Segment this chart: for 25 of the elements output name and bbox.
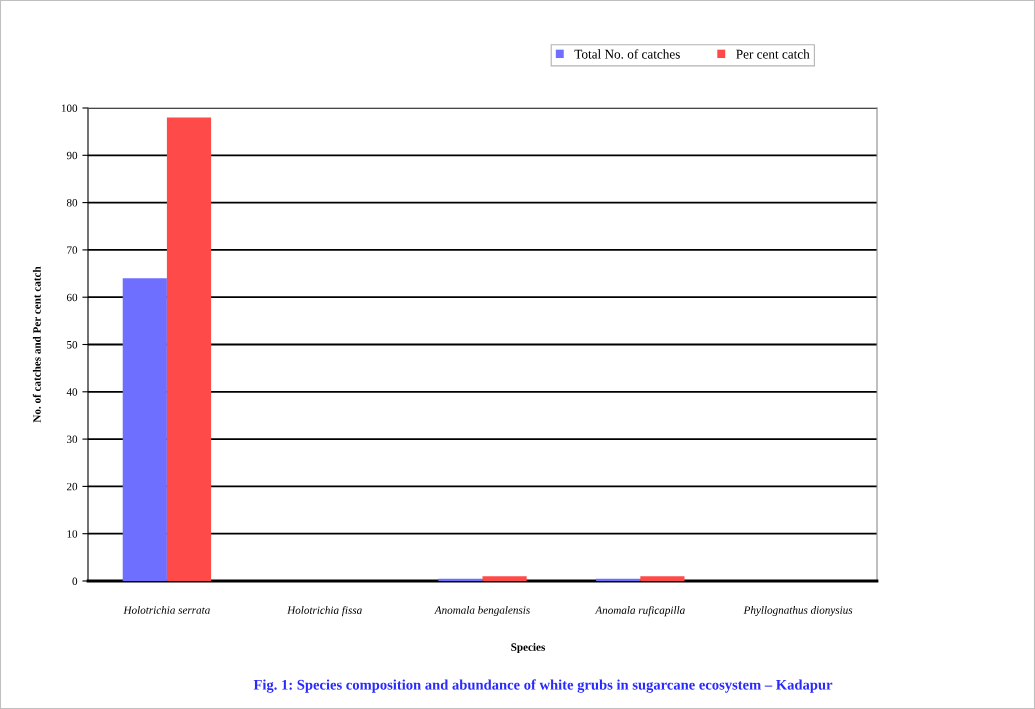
- bar: [122, 278, 167, 581]
- y-tick-label: 0: [72, 577, 78, 585]
- x-tick-label: Phyllognathus dionysius: [743, 606, 853, 617]
- x-tick-label: Holotrichia serrata: [123, 606, 210, 614]
- legend-label: Total No. of catches: [574, 49, 680, 59]
- y-tick-label: 90: [66, 151, 78, 160]
- bar: [482, 576, 527, 581]
- x-tick-label: Holotrichia fissa: [287, 606, 362, 617]
- text: Fig. 1: Species composition and abundance of white grubs in sugarcane ecosystem – Kadapur: [253, 679, 833, 693]
- y-tick-label: 30: [67, 435, 78, 444]
- x-axis-title: Species: [511, 643, 546, 654]
- y-tick-label: 70: [67, 246, 78, 254]
- y-tick-label: 10: [67, 530, 78, 538]
- x-tick-label: Anomala ruficapilla: [594, 606, 685, 617]
- y-axis-title: No. of catches and Per cent catch: [32, 266, 41, 423]
- bar: [640, 576, 685, 581]
- y-tick-label: 60: [66, 293, 78, 302]
- y-tick-label: 20: [66, 482, 78, 491]
- x-tick-label: Anomala bengalensis: [434, 606, 530, 617]
- bar: [166, 117, 212, 581]
- y-tick-label: 50: [67, 340, 78, 349]
- y-tick-label: 40: [66, 388, 78, 396]
- y-tick-label: 100: [61, 104, 78, 112]
- legend-label: Per cent catch: [736, 49, 810, 59]
- y-tick-label: 80: [66, 199, 78, 207]
